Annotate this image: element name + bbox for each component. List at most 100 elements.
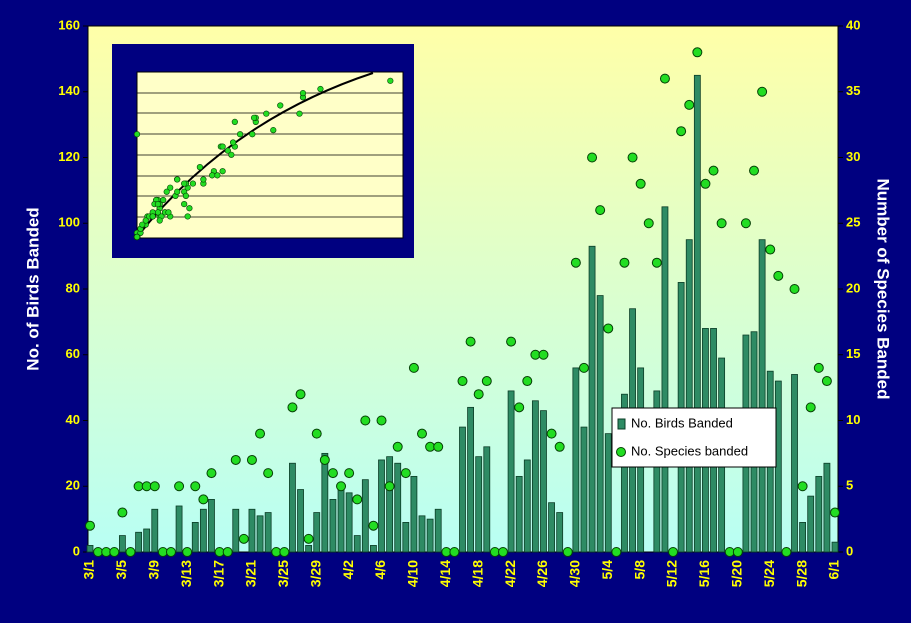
- x-tick-label: 4/6: [372, 560, 388, 580]
- legend-swatch: [617, 418, 626, 430]
- inset-point: [231, 118, 238, 126]
- bar: [402, 522, 410, 553]
- bar: [515, 475, 523, 553]
- point: [336, 481, 347, 492]
- y2-tick-label: 5: [846, 478, 853, 493]
- bar: [199, 508, 207, 553]
- inset-point: [165, 209, 172, 216]
- x-tick-label: 3/17: [210, 560, 226, 587]
- point: [125, 547, 136, 557]
- bar: [208, 498, 215, 553]
- inset-point: [184, 213, 191, 220]
- x-tick-label: 4/10: [405, 560, 421, 587]
- point: [700, 178, 711, 189]
- bar: [459, 426, 466, 553]
- x-tick-label: 3/29: [307, 560, 323, 587]
- bar: [410, 475, 418, 553]
- point: [813, 362, 824, 373]
- inset-point: [270, 127, 277, 134]
- inset-point: [181, 201, 188, 208]
- y2-tick-label: 0: [846, 543, 853, 558]
- bar: [256, 515, 264, 553]
- point: [433, 441, 444, 452]
- point: [773, 270, 784, 281]
- y-tick-label: 120: [58, 149, 80, 164]
- point: [740, 218, 751, 229]
- bar: [799, 522, 807, 553]
- point: [603, 323, 614, 334]
- bar: [313, 512, 321, 553]
- inset-point: [174, 188, 181, 195]
- bar: [523, 459, 531, 553]
- point: [376, 415, 387, 426]
- point: [611, 547, 622, 557]
- bar: [823, 462, 831, 553]
- x-tick-label: 5/4: [599, 560, 615, 580]
- point: [230, 454, 241, 465]
- x-tick-label: 3/9: [145, 560, 161, 580]
- point: [174, 481, 185, 492]
- legend-label: No. Species banded: [631, 443, 748, 458]
- inset-point: [163, 188, 170, 195]
- point: [352, 494, 363, 505]
- inset-point: [224, 147, 231, 154]
- bar: [580, 426, 588, 553]
- bar: [483, 446, 491, 553]
- x-tick-label: 4/22: [502, 560, 518, 587]
- bar: [661, 206, 669, 553]
- point: [805, 402, 816, 413]
- point: [506, 336, 517, 347]
- legend-swatch: [616, 447, 626, 457]
- point: [165, 547, 176, 557]
- legend: No. Birds Banded No. Species banded: [611, 407, 777, 468]
- x-tick-label: 5/12: [664, 560, 680, 587]
- point: [408, 362, 419, 373]
- point: [85, 520, 95, 531]
- point: [692, 47, 703, 58]
- inset-point: [296, 110, 303, 117]
- y2-tick-label: 20: [846, 280, 860, 295]
- inset-point: [219, 168, 226, 175]
- inset-point: [209, 172, 216, 179]
- point: [368, 520, 379, 531]
- bar: [337, 489, 345, 553]
- point: [522, 376, 533, 387]
- bar: [321, 452, 329, 553]
- point: [708, 165, 719, 176]
- y2-tick-label: 40: [846, 17, 860, 32]
- x-tick-label: 4/2: [340, 560, 356, 580]
- point: [570, 257, 581, 268]
- y-tick-label: 60: [66, 346, 80, 361]
- bar: [418, 515, 426, 553]
- point: [732, 547, 743, 557]
- point: [303, 533, 314, 544]
- inset-point: [387, 77, 394, 84]
- bar: [175, 505, 183, 553]
- bar: [556, 512, 564, 553]
- inset-point: [236, 131, 244, 138]
- inset-point: [154, 209, 162, 216]
- point: [497, 547, 508, 557]
- inset-point: [200, 176, 207, 183]
- legend-label: No. Birds Banded: [631, 415, 733, 430]
- point: [392, 441, 403, 452]
- inset-point: [133, 131, 141, 138]
- bar: [467, 406, 474, 553]
- inset-point: [156, 217, 163, 224]
- bar: [507, 390, 515, 553]
- point: [117, 507, 128, 518]
- inset-point: [263, 110, 270, 117]
- y-tick-label: 40: [66, 412, 80, 427]
- x-tick-label: 3/13: [178, 560, 194, 587]
- inset-point: [196, 164, 203, 171]
- point: [821, 376, 832, 387]
- point: [635, 178, 646, 189]
- point: [198, 494, 209, 505]
- point: [295, 389, 306, 400]
- point: [344, 468, 355, 479]
- bar: [596, 295, 604, 553]
- point: [473, 389, 484, 400]
- main-plot: 0 20 40 60 80 100 120 140 160 0 5 10 15 20 25 30 35 40 3/1…: [58, 17, 860, 587]
- legend-box: [611, 407, 777, 468]
- inset-points: [133, 77, 394, 241]
